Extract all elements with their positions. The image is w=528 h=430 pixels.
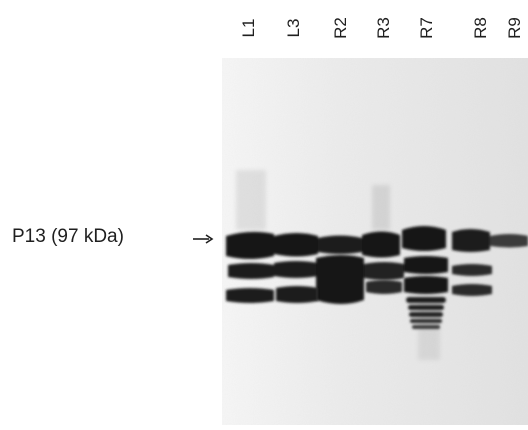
band-row-p13 (226, 226, 528, 259)
band-r7-low (404, 276, 448, 294)
band-r8-low (452, 284, 492, 296)
band-l3-mid (274, 261, 318, 278)
band-r8-mid (452, 264, 492, 276)
band-row-lower (226, 276, 492, 303)
band-r3-mid (364, 262, 404, 280)
band-r3-low (366, 280, 402, 294)
band-r3-top (362, 231, 400, 258)
arrow-right-icon (193, 234, 214, 244)
band-r7-mid (404, 256, 448, 274)
band-r7-top (402, 226, 446, 251)
lane-label-l1: L1 (238, 18, 258, 38)
lane-label-r9: R9 (504, 17, 524, 39)
band-l1-top (226, 231, 274, 259)
band-r9-top (490, 234, 528, 248)
band-r8-top (452, 229, 490, 252)
band-r2-mid (316, 255, 364, 304)
marker-label: P13 (97 kDa) (12, 226, 124, 247)
band-l1-mid (228, 263, 274, 279)
lane-label-r3: R3 (373, 17, 393, 39)
band-r7-ladder (406, 297, 446, 329)
lane-label-l3: L3 (283, 18, 303, 38)
band-row-middle (228, 255, 492, 304)
band-r2-top (318, 235, 362, 254)
band-l3-low (276, 286, 318, 303)
band-l3-top (274, 233, 318, 257)
band-l1-low (226, 288, 274, 303)
lane-label-r2: R2 (330, 17, 350, 39)
lane-label-r7: R7 (416, 17, 436, 39)
